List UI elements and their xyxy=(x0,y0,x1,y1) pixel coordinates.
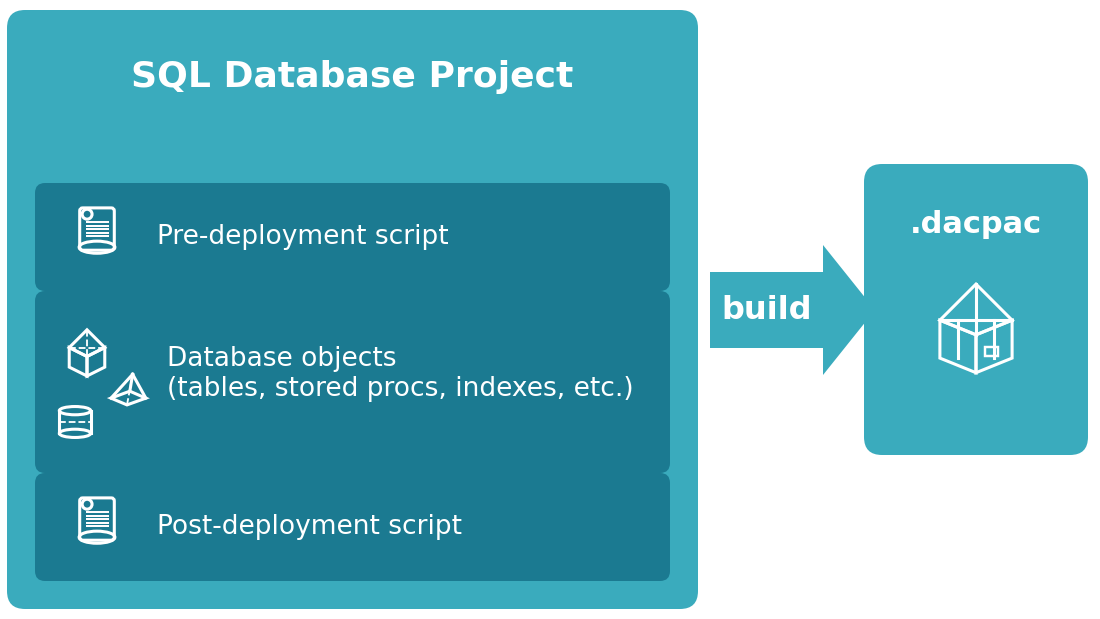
FancyBboxPatch shape xyxy=(35,183,670,291)
Text: Database objects
(tables, stored procs, indexes, etc.): Database objects (tables, stored procs, … xyxy=(167,346,634,402)
Text: build: build xyxy=(722,295,812,326)
Text: SQL Database Project: SQL Database Project xyxy=(131,60,574,94)
Polygon shape xyxy=(710,245,874,375)
Text: Post-deployment script: Post-deployment script xyxy=(157,514,462,540)
FancyBboxPatch shape xyxy=(35,473,670,581)
Text: Pre-deployment script: Pre-deployment script xyxy=(157,224,449,250)
FancyBboxPatch shape xyxy=(864,164,1088,455)
FancyBboxPatch shape xyxy=(7,10,698,609)
FancyBboxPatch shape xyxy=(35,291,670,473)
Bar xyxy=(984,347,998,355)
Text: .dacpac: .dacpac xyxy=(910,210,1042,239)
